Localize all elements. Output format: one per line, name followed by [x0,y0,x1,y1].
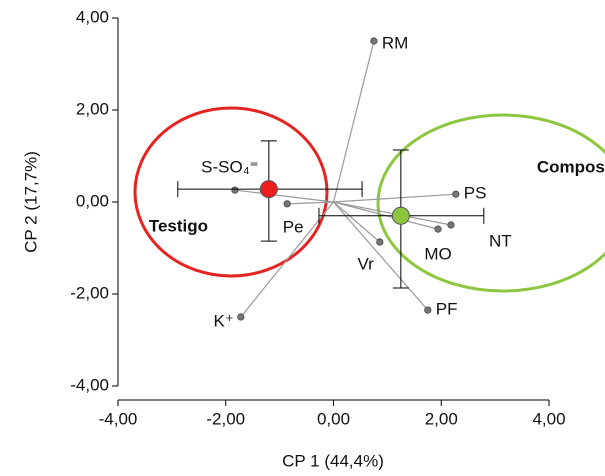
loading-point [452,190,460,198]
loading-vector [240,201,334,318]
x-axis-title: CP 1 (44,4%) [282,451,384,470]
group-label: Compost [537,157,605,176]
loading-label: Pe [283,217,304,236]
group-label: Testigo [149,217,208,236]
loading-label: PS [464,184,487,203]
testigo-ellipse [133,106,329,278]
loading-point [370,37,378,45]
loading-vector [287,201,334,205]
compost-ellipse [376,113,605,293]
loading-vector [333,201,429,311]
y-tick-label: -2,00 [70,283,109,302]
loading-label: Vr [357,255,374,274]
loading-label: RM [382,33,408,52]
loading-point [283,200,291,208]
y-axis-title: CP 2 (17,7%) [21,151,40,253]
loading-label: PF [436,300,458,319]
group-centroid [391,206,410,225]
loading-vector [234,189,334,203]
group-centroid [259,180,278,199]
loading-point [434,225,442,233]
loading-point [376,238,384,246]
loading-vector [332,40,375,203]
loading-point [237,313,245,321]
y-tick-label: 4,00 [76,7,109,26]
loading-vector [333,201,381,243]
loading-label: S-SO₄⁼ [201,158,258,177]
x-tick-label: -4,00 [99,409,138,428]
loading-point [231,186,239,194]
x-tick-label: 2,00 [425,409,458,428]
loading-label: MO [424,245,451,264]
x-tick-label: 0,00 [317,409,350,428]
loading-vector [333,193,456,203]
loading-point [447,221,455,229]
x-tick-label: 4,00 [532,409,565,428]
y-tick-label: 2,00 [76,99,109,118]
loading-label: NT [489,231,512,250]
x-tick-label: -2,00 [206,409,245,428]
loading-label: K⁺ [214,311,234,330]
loading-point [424,306,432,314]
y-tick-label: 0,00 [76,191,109,210]
y-tick-label: -4,00 [70,375,109,394]
